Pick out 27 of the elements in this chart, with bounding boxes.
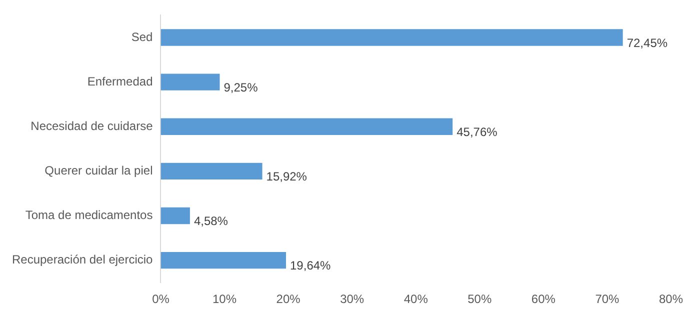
x-tick-label: 50% xyxy=(468,292,492,306)
data-label: 72,45% xyxy=(626,36,668,50)
x-tick-label: 30% xyxy=(340,292,364,306)
y-tick-label: Toma de medicamentos xyxy=(25,208,153,222)
data-label: 19,64% xyxy=(290,258,332,273)
y-tick-label: Enfermedad xyxy=(87,74,153,88)
data-label: 9,25% xyxy=(224,80,258,94)
x-tick-label: 10% xyxy=(212,292,237,306)
y-tick-label: Necesidad de cuidarse xyxy=(30,118,154,133)
x-tick-label: 70% xyxy=(595,292,620,306)
y-tick-label: Recuperación del ejercicio xyxy=(12,252,154,267)
bar xyxy=(160,207,190,224)
data-label: 4,58% xyxy=(194,214,228,228)
data-label: 15,92% xyxy=(266,169,308,184)
x-tick-label: 80% xyxy=(658,292,684,306)
bar xyxy=(160,252,286,269)
y-tick-label: Sed xyxy=(131,30,153,44)
bar xyxy=(160,118,453,135)
bar xyxy=(160,162,262,180)
data-label: 45,76% xyxy=(456,124,498,139)
bar xyxy=(160,74,220,90)
x-tick-label: 40% xyxy=(404,292,428,306)
y-tick-label: Querer cuidar la piel xyxy=(44,163,153,178)
bar xyxy=(160,29,623,46)
x-tick-label: 0% xyxy=(152,292,170,306)
x-tick-label: 60% xyxy=(531,292,556,306)
x-tick-label: 20% xyxy=(276,292,301,306)
